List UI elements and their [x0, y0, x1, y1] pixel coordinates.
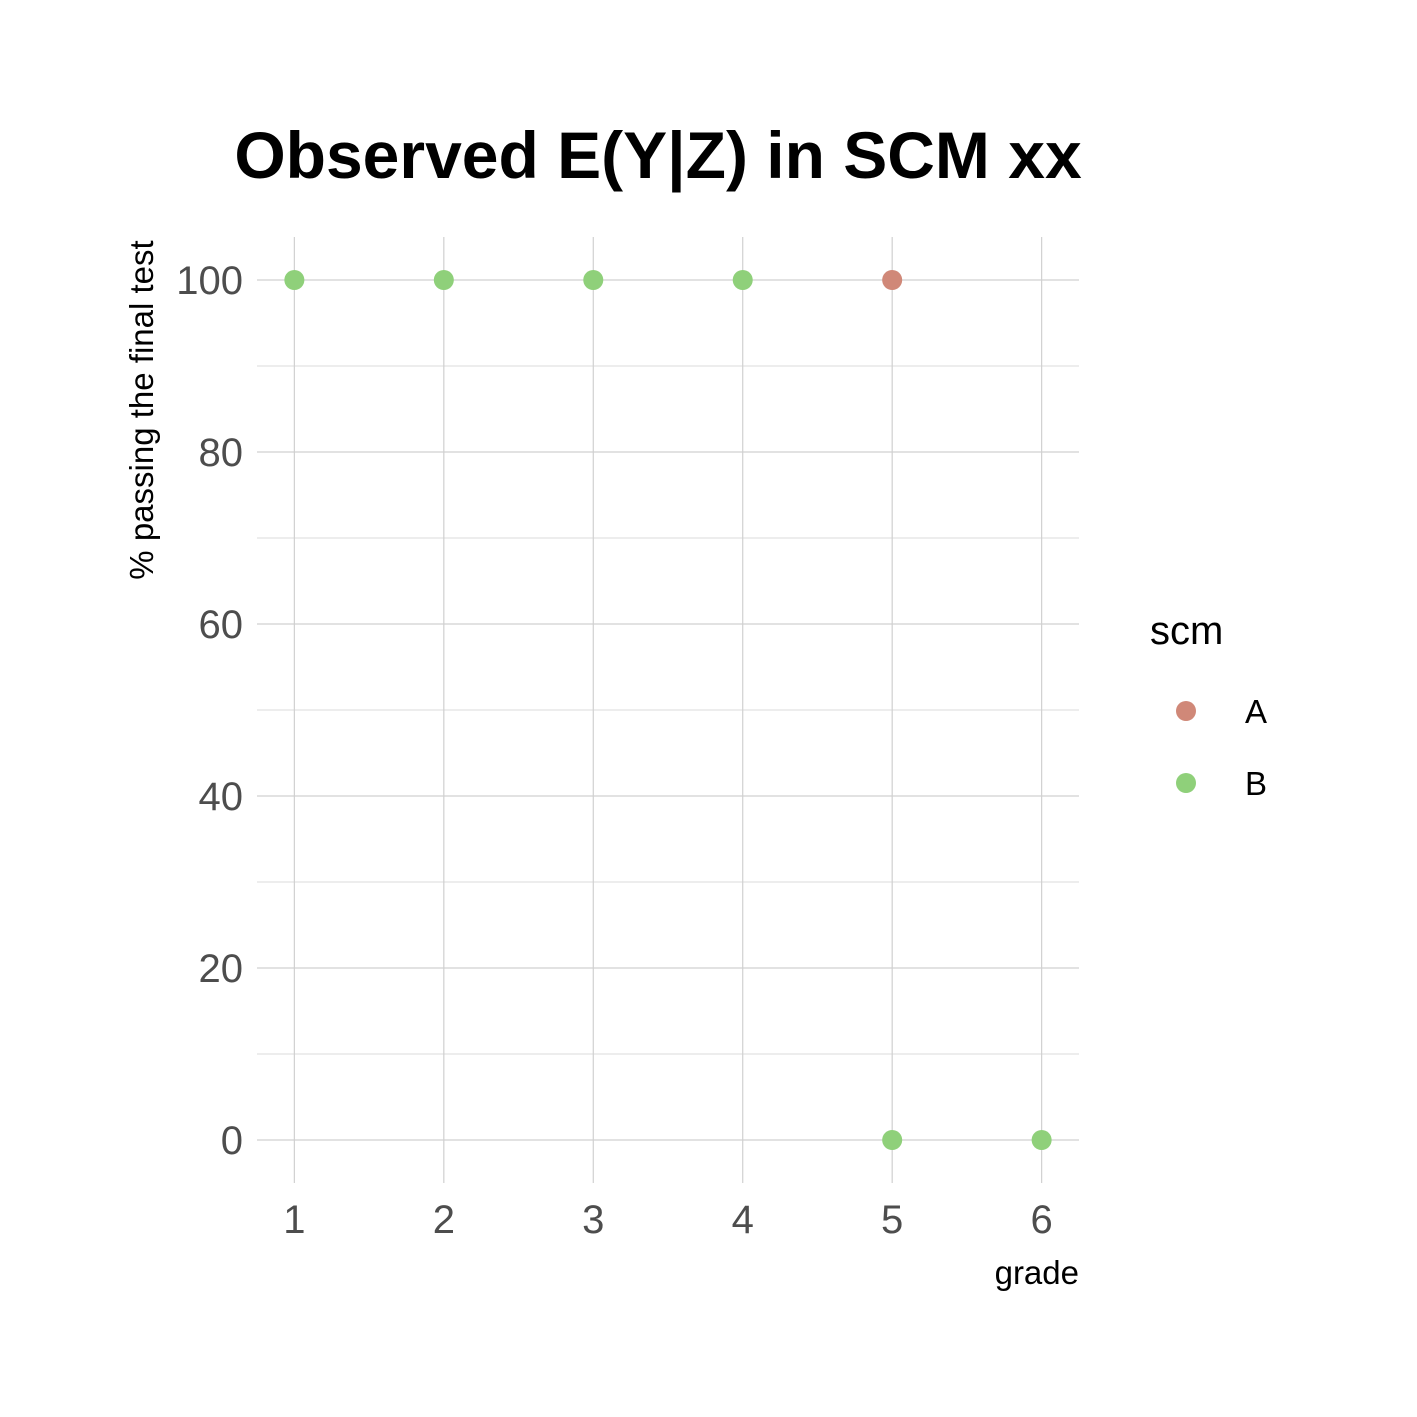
- data-point-B: [583, 270, 604, 290]
- data-point-B: [882, 1130, 903, 1150]
- x-tick-label: 4: [732, 1198, 754, 1242]
- y-tick-label: 100: [176, 259, 243, 303]
- x-tick-label: 5: [881, 1198, 903, 1242]
- legend: scm AB: [1150, 609, 1267, 802]
- data-point-B: [284, 270, 305, 290]
- tick-labels: 0 20 40 60 80 100 1 2 3 4 5 6: [176, 259, 1053, 1242]
- data-point-B: [732, 270, 753, 290]
- y-tick-label: 60: [199, 603, 244, 647]
- x-tick-label: 3: [582, 1198, 604, 1242]
- legend-label-B: B: [1245, 765, 1267, 802]
- y-tick-label: 0: [221, 1119, 243, 1163]
- legend-title: scm: [1150, 609, 1223, 653]
- data-point-B: [433, 270, 454, 290]
- data-point-B: [1031, 1130, 1052, 1150]
- x-tick-label: 6: [1031, 1198, 1053, 1242]
- y-tick-label: 20: [199, 947, 244, 991]
- chart-title: Observed E(Y|Z) in SCM xx: [234, 118, 1082, 194]
- y-tick-label: 80: [199, 431, 244, 475]
- y-tick-label: 40: [199, 775, 244, 819]
- x-axis-label: grade: [995, 1254, 1079, 1291]
- data-point-A: [882, 270, 903, 290]
- x-tick-label: 2: [433, 1198, 455, 1242]
- grid: [257, 237, 1079, 1183]
- legend-key-B: [1176, 773, 1196, 793]
- y-axis-label: % passing the final test: [123, 240, 160, 579]
- legend-key-A: [1176, 701, 1196, 721]
- data-points: [284, 270, 1052, 1150]
- legend-label-A: A: [1245, 693, 1267, 730]
- x-tick-label: 1: [283, 1198, 305, 1242]
